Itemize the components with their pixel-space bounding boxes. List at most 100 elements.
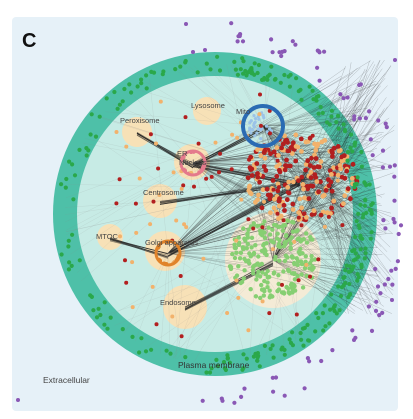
extracellular-node: [367, 109, 372, 114]
cytosolic-node: [329, 188, 335, 194]
interaction-edge: [192, 162, 280, 207]
membrane-node: [306, 338, 311, 343]
extracellular-node: [380, 165, 385, 170]
cytosolic-node: [345, 186, 351, 192]
nucleus-node: [285, 218, 290, 223]
cytosolic-node: [313, 156, 319, 161]
membrane-node: [327, 321, 332, 326]
interaction-edge: [192, 162, 394, 291]
nucleus-node: [261, 293, 266, 298]
cytosolic-node: [247, 165, 253, 171]
interaction-edge: [272, 259, 379, 277]
cytoplasm-node: [137, 176, 142, 181]
interaction-edge: [299, 179, 393, 289]
extracellular-node: [363, 116, 368, 121]
membrane-node: [89, 294, 94, 299]
cytosolic-node: [303, 167, 308, 173]
nucleus-node: [276, 287, 282, 292]
membrane-node: [349, 267, 354, 272]
interaction-edge: [192, 162, 356, 312]
protein-nodes: [16, 21, 404, 405]
interaction-edge: [279, 189, 331, 199]
nucleus-node: [250, 271, 256, 276]
extracellular-node: [373, 266, 378, 272]
extracellular-node: [380, 148, 386, 153]
interaction-edge: [329, 74, 368, 191]
membrane-node: [117, 102, 122, 107]
nucleus-node: [299, 272, 304, 277]
cytosolic-node: [249, 173, 255, 178]
extracellular-node: [319, 358, 324, 364]
interaction-edge: [192, 161, 344, 164]
extracellular-node: [368, 137, 373, 142]
cytoplasm-node: [260, 299, 265, 304]
lysosome-label: Lysosome: [191, 101, 225, 110]
cytoplasm-node: [259, 123, 263, 128]
mito-node: [255, 131, 259, 135]
mtoc-disc: [97, 224, 123, 250]
cytoplasm-node: [157, 193, 162, 197]
membrane-node: [102, 300, 107, 305]
membrane-node: [355, 175, 360, 180]
mito-node: [252, 114, 256, 118]
extracellular-node: [350, 328, 355, 333]
membrane-node: [137, 350, 142, 355]
nucleus-node: [290, 255, 295, 260]
extracellular-node: [369, 328, 375, 333]
cytosolic-node: [296, 178, 301, 184]
nucleus-node: [303, 254, 308, 259]
cytoplasm-node: [182, 222, 187, 227]
nucleus-node: [281, 223, 286, 228]
mito-node: [251, 128, 255, 132]
membrane-node: [64, 176, 69, 182]
extracellular-node: [237, 33, 242, 39]
membrane-node: [67, 159, 72, 164]
interaction-edge: [135, 252, 169, 342]
cytosolic-node: [290, 207, 296, 212]
nucleus-node: [236, 264, 241, 269]
interaction-edge: [167, 252, 298, 340]
interaction-edge: [329, 189, 349, 314]
cytoplasm-node: [170, 314, 175, 319]
nucleus-label: Nucleus: [179, 158, 206, 167]
cytosolic-node: [260, 187, 266, 193]
nucleus-node: [267, 295, 272, 300]
membrane-node: [348, 145, 353, 150]
membrane-node: [329, 292, 334, 297]
cytosolic-node: [276, 153, 281, 158]
interaction-edge: [67, 162, 194, 243]
interaction-edge: [329, 121, 346, 191]
membrane-node: [311, 97, 316, 102]
interaction-edge: [299, 106, 352, 181]
extracellular-node: [390, 298, 394, 302]
membrane-node: [262, 343, 267, 348]
membrane-node: [313, 329, 318, 334]
cytoplasm-node: [287, 148, 292, 153]
membrane-node: [356, 254, 361, 259]
membrane-node: [299, 337, 304, 342]
nucleus-node: [232, 245, 238, 251]
interaction-edge: [299, 178, 345, 181]
interaction-edge: [272, 259, 388, 299]
membrane-node: [351, 264, 356, 269]
interaction-edge: [272, 259, 392, 314]
interaction-edge: [279, 189, 331, 199]
membrane-node: [108, 315, 113, 320]
extracellular-node: [357, 116, 362, 121]
extracellular-node: [370, 153, 375, 158]
cytoplasm-node: [246, 188, 251, 193]
cytosolic-node: [293, 144, 299, 149]
extracellular-node: [366, 304, 371, 309]
nucleus-node: [266, 225, 271, 230]
membrane-node: [334, 311, 339, 316]
membrane-node: [105, 326, 110, 331]
cytosolic-node: [263, 168, 269, 173]
interaction-edge: [329, 189, 387, 292]
interaction-edge: [299, 78, 386, 181]
membrane-node: [307, 84, 312, 89]
nucleus-node: [232, 242, 237, 247]
plasma-membrane-label: Plasma membrane: [178, 360, 250, 370]
membrane-node: [215, 364, 220, 369]
membrane-node: [316, 315, 321, 321]
interaction-edge: [167, 86, 352, 254]
